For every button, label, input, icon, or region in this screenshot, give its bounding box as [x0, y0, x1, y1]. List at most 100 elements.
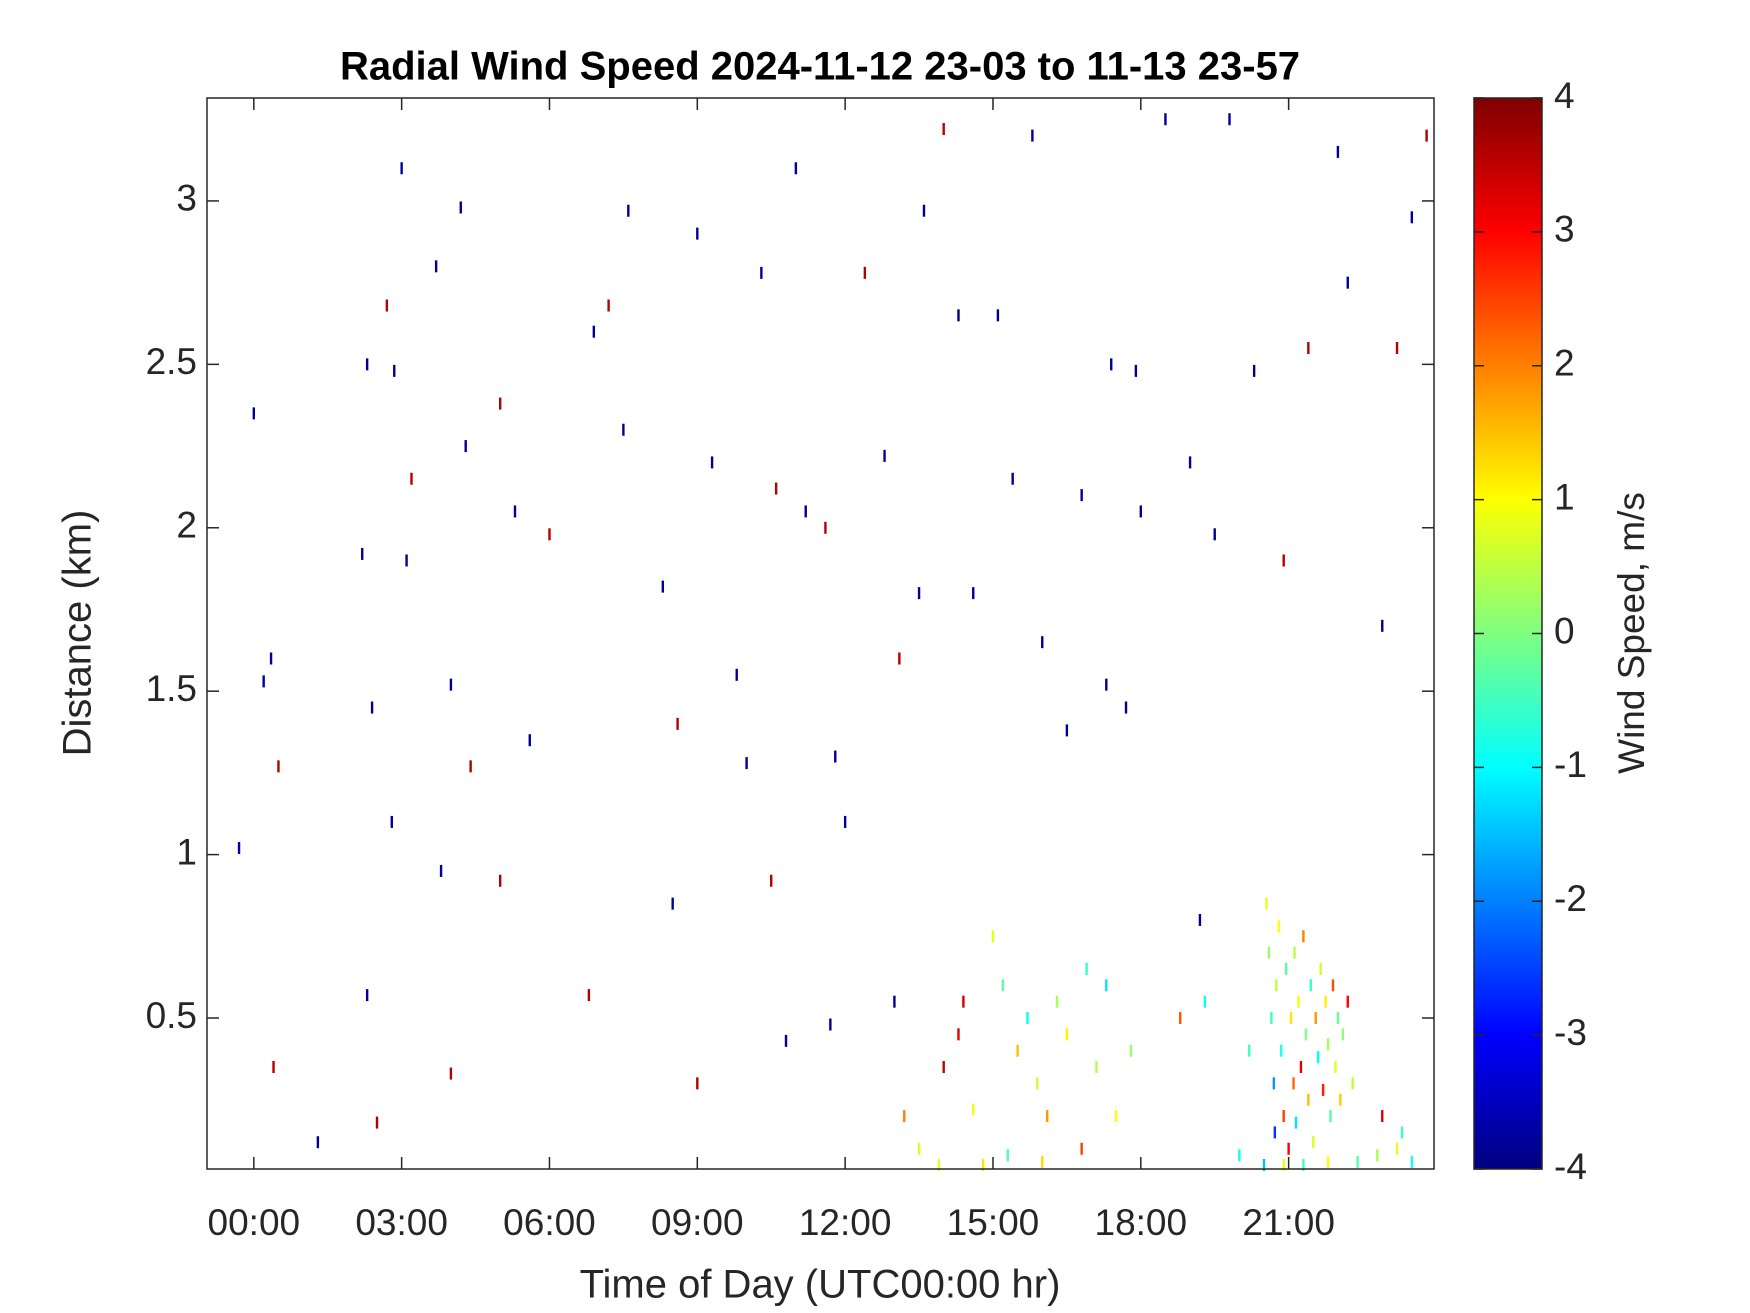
data-cell [1287, 1142, 1290, 1155]
x-tick-label: 21:00 [1242, 1202, 1335, 1243]
data-cell [917, 1142, 921, 1155]
data-cell [937, 1159, 940, 1172]
y-tick-label: 1.5 [146, 668, 197, 709]
data-cell [528, 734, 531, 747]
data-cell [671, 897, 674, 910]
data-cell [439, 864, 443, 877]
data-cell [272, 1061, 275, 1074]
data-cell [1188, 456, 1192, 469]
data-cell [459, 201, 462, 214]
data-cell [1085, 962, 1088, 975]
data-cell [1280, 1044, 1283, 1057]
data-cell [1213, 528, 1216, 541]
data-cell [1289, 1012, 1293, 1025]
colorbar-tick-label: 4 [1554, 75, 1575, 116]
data-cell [1425, 129, 1428, 142]
x-tick-label: 18:00 [1095, 1202, 1188, 1243]
data-cell [1307, 342, 1310, 355]
data-cell [449, 1067, 453, 1080]
data-cell [824, 521, 827, 534]
data-cell [1336, 145, 1340, 158]
data-cell [1314, 1012, 1317, 1025]
data-cell [592, 325, 596, 338]
data-cell [1294, 1116, 1298, 1129]
data-cell [393, 364, 396, 377]
data-cell [277, 760, 280, 773]
x-tick-label: 06:00 [503, 1202, 596, 1243]
data-cell [1321, 1083, 1325, 1096]
data-cell [1110, 358, 1113, 371]
data-cell [1080, 489, 1083, 502]
data-cell [587, 989, 591, 1002]
data-cell [400, 162, 403, 175]
data-cell [1248, 1044, 1251, 1057]
data-cell [1134, 364, 1138, 377]
data-cell [1395, 342, 1399, 355]
data-cell [770, 874, 773, 887]
colorbar-tick-label: 2 [1554, 343, 1575, 384]
data-cell [1041, 636, 1044, 649]
data-cell [1334, 1061, 1337, 1074]
y-tick-label: 2.5 [146, 341, 197, 382]
data-cell [252, 407, 256, 420]
data-cell [661, 580, 665, 593]
data-cell [1410, 211, 1414, 224]
data-cell [972, 1103, 975, 1116]
data-cell [262, 675, 265, 688]
data-cell [410, 472, 413, 485]
data-cell [1036, 1077, 1039, 1090]
data-cell [1410, 1155, 1414, 1168]
data-cell [1297, 995, 1300, 1008]
data-cell [1326, 1038, 1330, 1051]
data-cell [1356, 1155, 1359, 1168]
data-cell [434, 260, 438, 273]
data-cell [710, 456, 714, 469]
data-cell [405, 554, 408, 567]
data-cell [1265, 897, 1268, 910]
data-cell [981, 1159, 985, 1172]
data-cell [745, 757, 748, 770]
data-cell [622, 423, 625, 436]
data-cell [957, 1028, 960, 1041]
plot-frame [206, 97, 1435, 1170]
data-cell [1351, 1077, 1354, 1090]
colorbar-tick-label: -3 [1554, 1012, 1587, 1053]
colorbar [1474, 98, 1542, 1169]
data-cell [696, 227, 699, 240]
data-cell [1272, 1077, 1276, 1090]
data-cell [696, 1077, 699, 1090]
data-cell [513, 505, 517, 518]
data-cell [498, 874, 502, 887]
colorbar-tick-label: -4 [1554, 1146, 1587, 1187]
data-cell [361, 547, 364, 560]
data-cell [1275, 979, 1278, 992]
x-tick-label: 09:00 [651, 1202, 744, 1243]
data-cell [962, 995, 965, 1008]
data-cell [1400, 1126, 1404, 1139]
data-cell [1026, 1012, 1029, 1025]
data-cell [1031, 129, 1034, 142]
data-cell [1139, 505, 1143, 518]
data-cell [469, 760, 472, 773]
y-tick-label: 2 [176, 505, 197, 546]
data-cell [1292, 1077, 1295, 1090]
data-cell [1273, 1126, 1277, 1139]
data-cell [1006, 1149, 1009, 1162]
x-tick-label: 03:00 [355, 1202, 448, 1243]
data-cell [1346, 276, 1349, 289]
data-cell [1284, 962, 1288, 975]
colorbar-tick-label: 1 [1554, 476, 1575, 517]
data-cell [1252, 364, 1256, 377]
data-cell [1011, 472, 1014, 485]
y-tick-label: 0.5 [146, 995, 197, 1036]
data-cell [1055, 995, 1059, 1008]
data-cell [269, 652, 273, 665]
data-cell [1080, 1142, 1083, 1155]
data-cell [1302, 1159, 1305, 1172]
data-cell [390, 815, 393, 828]
data-cell [1129, 1044, 1133, 1057]
data-cell [903, 1110, 906, 1123]
data-cell [1270, 1012, 1273, 1025]
data-cell [1341, 1028, 1345, 1041]
